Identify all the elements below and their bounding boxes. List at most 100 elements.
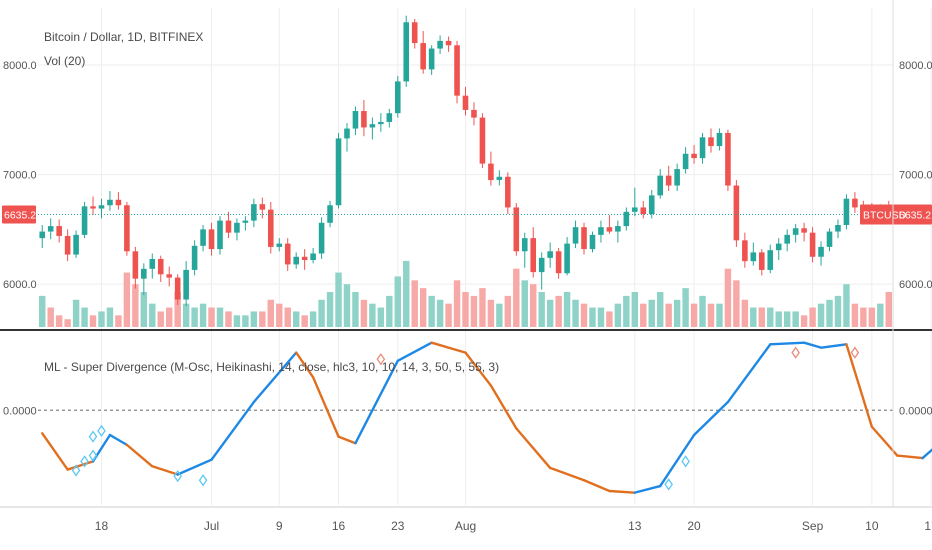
candle-body: [632, 207, 638, 212]
volume-bar: [81, 307, 88, 327]
oscillator-line-segment: [582, 479, 611, 493]
volume-bar: [656, 292, 664, 327]
volume-bar: [623, 295, 630, 327]
candle-body: [124, 205, 130, 252]
oscillator-line-segment: [845, 343, 874, 428]
signal-marker: [80, 455, 89, 468]
candle-body: [310, 253, 316, 261]
candle-body: [225, 220, 232, 233]
volume-bar: [318, 299, 325, 327]
volume-bar: [72, 299, 80, 327]
volume-bar: [89, 315, 97, 327]
candle-body: [699, 137, 706, 159]
candle-body: [852, 198, 858, 208]
volume-bar: [233, 315, 241, 327]
price-tick-label-right: 8000.0: [899, 60, 932, 72]
x-tick-label: Sep: [802, 519, 824, 533]
candle-body: [792, 228, 799, 235]
price-tick-label-right: 7000.0: [899, 170, 932, 182]
x-tick-label: 16: [332, 519, 346, 533]
volume-bar: [123, 272, 131, 327]
candle-body: [183, 269, 189, 300]
x-tick-label: 17: [924, 519, 932, 533]
volume-bar: [276, 303, 283, 327]
volume-bar: [496, 303, 503, 327]
volume-bar: [182, 303, 190, 327]
volume-bar: [479, 288, 486, 327]
candle-body: [488, 163, 494, 181]
volume-bar: [428, 295, 435, 327]
candle-body: [555, 251, 562, 274]
volume-bar: [259, 311, 266, 327]
volume-bar: [445, 303, 452, 327]
candle-body: [98, 205, 105, 209]
candle-body: [369, 124, 376, 128]
oscillator-line-segment: [311, 376, 340, 438]
candle-body: [73, 234, 79, 255]
volume-bar: [208, 307, 215, 327]
candle-body: [208, 229, 215, 250]
oscillator-line-segment: [41, 432, 69, 471]
oscillator-line-segment: [108, 433, 129, 447]
candle-body: [335, 138, 342, 206]
price-tick-label-left: 7000.0: [3, 170, 37, 182]
candle-body: [505, 176, 511, 208]
volume-bar: [199, 303, 207, 327]
volume-bar: [767, 307, 774, 327]
signal-marker: [97, 424, 106, 437]
candle-body: [581, 227, 587, 250]
candle-body: [386, 113, 393, 122]
candle-body: [835, 224, 841, 232]
candle-body: [437, 40, 443, 49]
volume-bar: [682, 288, 689, 327]
volume-bar: [216, 307, 224, 327]
candle-body: [378, 121, 384, 125]
candle-body: [344, 128, 350, 139]
candle-body: [606, 227, 613, 232]
oscillator-line-segment: [921, 448, 932, 460]
signal-marker: [88, 430, 98, 443]
volume-bar: [98, 311, 105, 327]
candle-body: [716, 132, 723, 147]
volume-bar: [352, 292, 359, 327]
candle-body: [750, 252, 757, 262]
volume-bar: [149, 303, 156, 327]
x-tick-label: 20: [687, 519, 701, 533]
oscillator-line-segment: [66, 460, 95, 471]
volume-bar: [750, 307, 757, 327]
volume-bar: [47, 307, 54, 327]
volume-bar: [386, 295, 393, 327]
candle-body: [411, 22, 418, 44]
oscillator-line-segment: [819, 343, 848, 349]
oscillator-line-segment: [125, 443, 154, 468]
oscillator-line-segment: [633, 484, 662, 494]
candle-body: [361, 111, 367, 128]
candle-body: [157, 258, 164, 275]
candle-body: [547, 251, 553, 258]
candle-body: [471, 109, 477, 118]
symbol-legend: Bitcoin / Dollar, 1D, BITFINEX: [44, 30, 204, 44]
candle-body: [242, 220, 249, 223]
volume-bar: [403, 260, 410, 327]
oscillator-line-segment: [802, 341, 823, 349]
volume-bar: [191, 307, 198, 327]
candle-body: [521, 238, 528, 252]
volume-bar: [792, 311, 799, 327]
candle-body: [767, 250, 774, 270]
candle-body: [538, 257, 545, 273]
candle-body: [268, 209, 274, 247]
oscillator-line-segment: [354, 359, 399, 445]
candle-body: [496, 176, 503, 181]
candle-body: [479, 117, 486, 164]
candle-body: [251, 204, 257, 221]
volume-bar: [546, 299, 554, 327]
candle-body: [708, 137, 714, 147]
oscillator-line-segment: [252, 351, 298, 404]
volume-bar: [563, 292, 571, 327]
candle-body: [572, 227, 579, 244]
volume-bar: [309, 311, 317, 327]
signal-marker: [198, 474, 208, 487]
volume-bar: [606, 311, 613, 327]
